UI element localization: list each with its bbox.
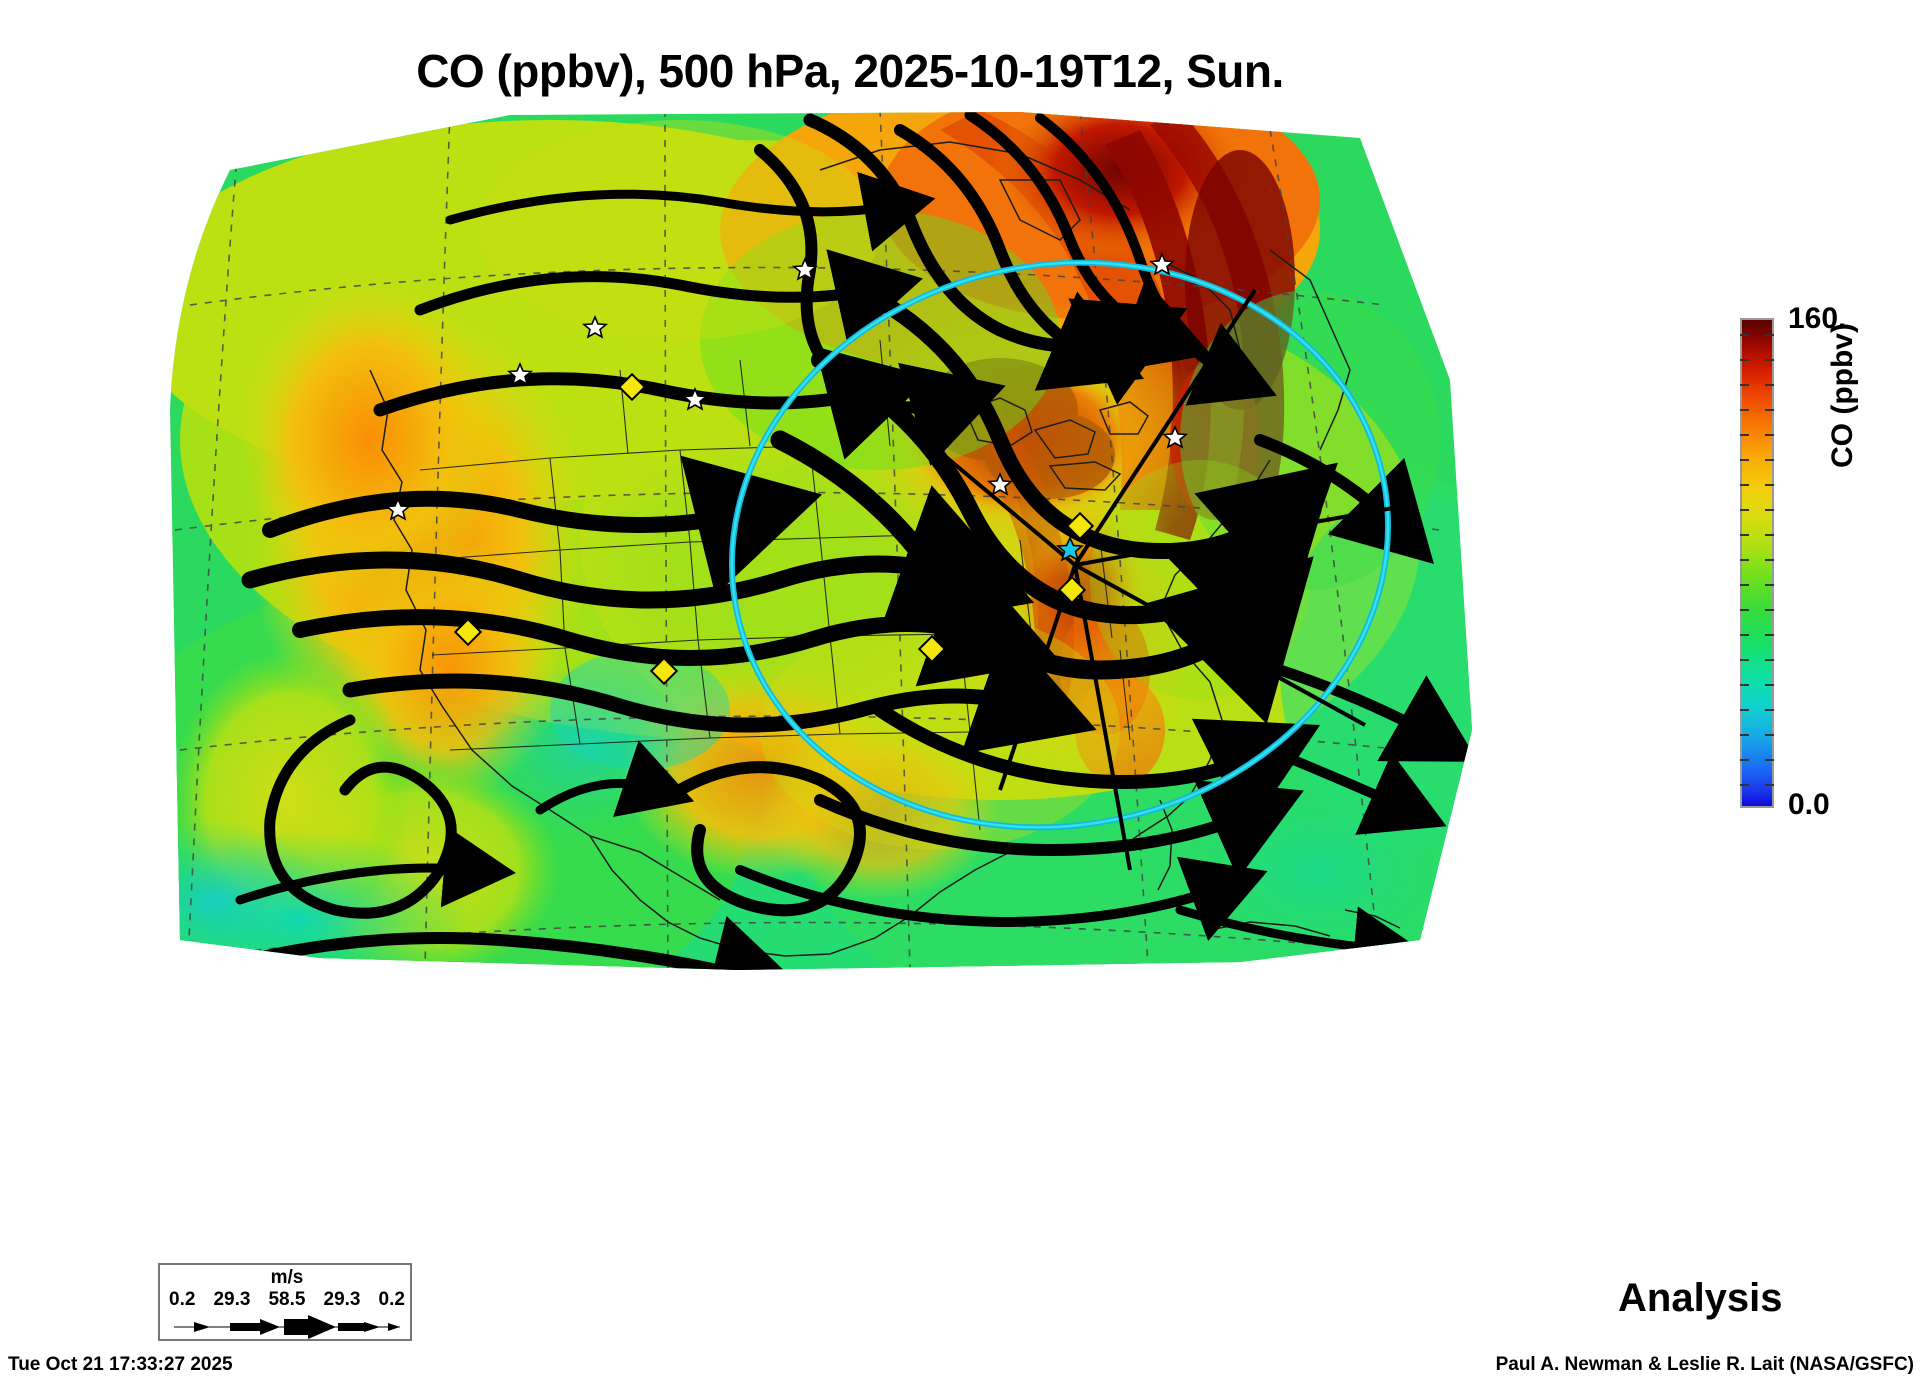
highlighted-station-marker: [1055, 536, 1085, 562]
wind-legend-value-0: 0.2: [169, 1289, 196, 1310]
analysis-label: Analysis: [1618, 1276, 1783, 1320]
page-title: CO (ppbv), 500 hPa, 2025-10-19T12, Sun.: [416, 45, 1284, 97]
colorbar-gradient: [1740, 318, 1774, 808]
render-timestamp: Tue Oct 21 17:33:27 2025: [8, 1354, 233, 1375]
station-star-markers: [384, 251, 1189, 562]
colorbar-max-label: 160.: [1788, 302, 1847, 335]
flight-track-lines: [888, 288, 1411, 871]
colorbar-axis-label: CO (ppbv): [1826, 323, 1859, 468]
wind-legend-value-4: 0.2: [378, 1289, 405, 1310]
wind-streamlines: [204, 112, 1472, 970]
credit-line: Paul A. Newman & Leslie R. Lait (NASA/GS…: [1495, 1354, 1914, 1375]
colorbar: 160. 0.0 CO (ppbv): [1740, 302, 1910, 821]
map-panel: [120, 110, 1540, 1010]
station-diamond-markers: [453, 372, 1095, 686]
wind-legend-value-3: 29.3: [323, 1289, 361, 1310]
colorbar-min-label: 0.0: [1788, 788, 1830, 821]
wind-legend-arrow-icons: [174, 1315, 400, 1339]
wind-legend-units: m/s: [270, 1267, 304, 1288]
wind-legend-value-1: 29.3: [213, 1289, 251, 1310]
map-canvas: [170, 112, 1472, 970]
wind-legend-values: 0.2 29.3 58.5 29.3 0.2: [160, 1289, 414, 1311]
flight-track-ellipse: [729, 259, 1391, 831]
colorbar-ticks: [1740, 318, 1774, 808]
wind-legend-value-2: 58.5: [268, 1289, 306, 1310]
wind-speed-legend: m/s 0.2 29.3 58.5 29.3 0.2: [158, 1263, 412, 1341]
